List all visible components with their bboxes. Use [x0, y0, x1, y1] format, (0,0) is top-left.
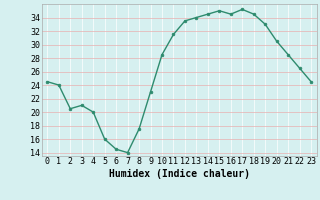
X-axis label: Humidex (Indice chaleur): Humidex (Indice chaleur) — [109, 169, 250, 179]
